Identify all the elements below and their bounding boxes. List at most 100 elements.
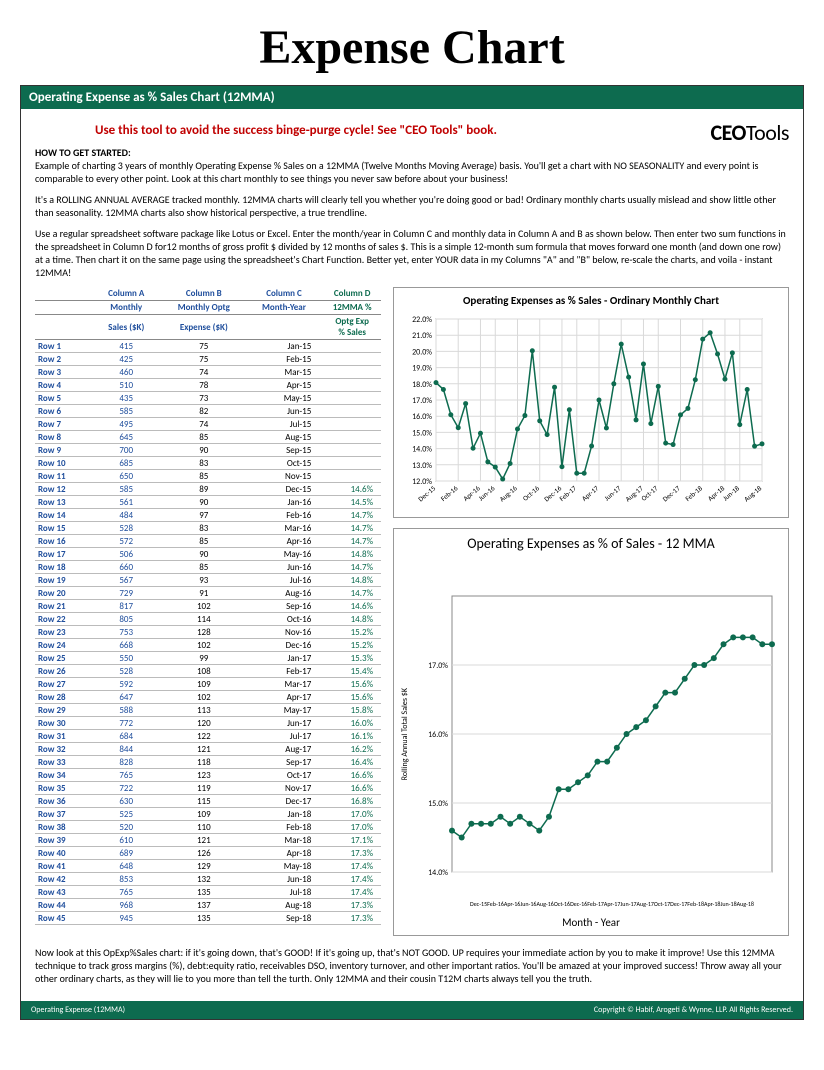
th-colA3: Sales ($K) <box>90 315 163 340</box>
svg-text:Jun-17: Jun-17 <box>602 483 623 502</box>
svg-text:18.0%: 18.0% <box>412 380 432 390</box>
table-row: Row 141575Jan-15 <box>35 340 381 353</box>
svg-text:Dec-17: Dec-17 <box>661 483 682 503</box>
th-colA1: Column A <box>90 287 163 301</box>
table-row: Row 1068583Oct-15 <box>35 457 381 470</box>
th-colD3: Optg Exp% Sales <box>323 315 381 340</box>
table-row: Row 21817102Sep-1614.6% <box>35 600 381 613</box>
ceo-tools-logo: CEOTools <box>710 119 789 146</box>
table-row: Row 2555099Jan-1715.3% <box>35 652 381 665</box>
table-row: Row 36630115Dec-1716.8% <box>35 795 381 808</box>
table-row: Row 1657285Apr-1614.7% <box>35 535 381 548</box>
table-row: Row 1258589Dec-1514.6% <box>35 483 381 496</box>
svg-text:Feb-17: Feb-17 <box>557 483 578 503</box>
svg-text:20.0%: 20.0% <box>412 347 432 357</box>
chart2-ylabel: Rolling Annual Total Sales $K <box>400 688 410 780</box>
footer-bar: Operating Expense (12MMA) Copyright © Ha… <box>21 1001 803 1019</box>
logo-bold: CEO <box>710 119 745 146</box>
table-row: Row 43765135Jul-1817.4% <box>35 886 381 899</box>
table-row: Row 23753128Nov-1615.2% <box>35 626 381 639</box>
footer-left: Operating Expense (12MMA) <box>31 1005 125 1015</box>
chart1-title: Operating Expenses as % Sales - Ordinary… <box>400 294 782 307</box>
svg-text:21.0%: 21.0% <box>412 331 432 341</box>
table-row: Row 40689126Apr-1817.3% <box>35 847 381 860</box>
charts-column: Operating Expenses as % Sales - Ordinary… <box>393 287 789 936</box>
data-table: Column A Column B Column C Column D Mont… <box>35 287 381 925</box>
table-row: Row 45945135Sep-1817.3% <box>35 912 381 925</box>
table-row: Row 1956793Jul-1614.8% <box>35 574 381 587</box>
mma-chart-box: Operating Expenses as % of Sales - 12 MM… <box>393 528 789 936</box>
content-area: Use this tool to avoid the success binge… <box>21 109 803 1001</box>
svg-text:19.0%: 19.0% <box>412 364 432 374</box>
th-colC2: Month-Year <box>245 301 324 315</box>
table-row: Row 38520110Feb-1817.0% <box>35 821 381 834</box>
intro-p1: Example of charting 3 years of monthly O… <box>35 159 789 185</box>
table-row: Row 26528108Feb-1715.4% <box>35 665 381 678</box>
svg-text:Feb-18: Feb-18 <box>683 483 704 503</box>
table-row: Row 29588113May-1715.8% <box>35 704 381 717</box>
th-colD1: Column D <box>323 287 381 301</box>
table-row: Row 24668102Dec-1615.2% <box>35 639 381 652</box>
banner-title: Operating Expense as % Sales Chart (12MM… <box>21 86 803 109</box>
svg-text:17.0%: 17.0% <box>428 661 448 671</box>
intro-p3: Use a regular spreadsheet software packa… <box>35 227 789 279</box>
table-row: Row 27592109Mar-1715.6% <box>35 678 381 691</box>
table-row: Row 22805114Oct-1614.8% <box>35 613 381 626</box>
svg-text:17.0%: 17.0% <box>412 396 432 406</box>
table-row: Row 30772120Jun-1716.0% <box>35 717 381 730</box>
chart2-title: Operating Expenses as % of Sales - 12 MM… <box>400 535 782 552</box>
svg-text:Aug-18: Aug-18 <box>742 483 764 503</box>
intro-p2: It's a ROLLING ANNUAL AVERAGE tracked mo… <box>35 193 789 219</box>
table-row: Row 41648129May-1817.4% <box>35 860 381 873</box>
th-colB2: Monthly Optg <box>163 301 245 315</box>
table-row: Row 34765123Oct-1716.6% <box>35 769 381 782</box>
table-row: Row 970090Sep-15 <box>35 444 381 457</box>
table-row: Row 33828118Sep-1716.4% <box>35 756 381 769</box>
table-row: Row 1866085Jun-1614.7% <box>35 561 381 574</box>
table-row: Row 1552883Mar-1614.7% <box>35 522 381 535</box>
bottom-text: Now look at this OpExp%Sales chart: if i… <box>35 946 789 985</box>
table-row: Row 42853132Jun-1817.4% <box>35 873 381 886</box>
page-title: Expense Chart <box>0 0 824 85</box>
chart2-xlabel: Month - Year <box>400 916 782 929</box>
tagline: Use this tool to avoid the success binge… <box>95 123 497 138</box>
table-row: Row 2072991Aug-1614.7% <box>35 587 381 600</box>
table-row: Row 451078Apr-15 <box>35 379 381 392</box>
svg-text:Dec-15Feb-16Apr-16Jun-16Aug-16: Dec-15Feb-16Apr-16Jun-16Aug-16Oct-16Dec-… <box>470 900 754 908</box>
table-row: Row 658582Jun-15 <box>35 405 381 418</box>
svg-text:15.0%: 15.0% <box>412 428 432 438</box>
svg-text:Aug-16: Aug-16 <box>497 483 519 503</box>
svg-text:16.0%: 16.0% <box>428 730 448 740</box>
chart2-svg: 14.0% 15.0% 16.0% 17.0% Dec-15Feb-16Apr-16Ju… <box>412 556 782 912</box>
chart1-svg: 12.0%13.0%14.0%15.0%16.0%17.0%18.0%19.0%… <box>400 311 770 511</box>
table-row: Row 346074Mar-15 <box>35 366 381 379</box>
svg-text:15.0%: 15.0% <box>428 799 448 809</box>
th-colC1: Column C <box>245 287 324 301</box>
table-row: Row 864585Aug-15 <box>35 431 381 444</box>
svg-text:14.0%: 14.0% <box>428 868 448 878</box>
table-row: Row 1448497Feb-1614.7% <box>35 509 381 522</box>
footer-right: Copyright © Habif, Arogeti & Wynne, LLP.… <box>594 1005 793 1015</box>
logo-thin: Tools <box>746 119 789 146</box>
svg-text:Oct-17: Oct-17 <box>639 483 660 502</box>
data-table-column: Column A Column B Column C Column D Mont… <box>35 287 381 936</box>
table-row: Row 28647102Apr-1715.6% <box>35 691 381 704</box>
main-frame: Operating Expense as % Sales Chart (12MM… <box>20 85 804 1020</box>
table-row: Row 37525109Jan-1817.0% <box>35 808 381 821</box>
svg-text:13.0%: 13.0% <box>412 461 432 471</box>
table-row: Row 543573May-15 <box>35 392 381 405</box>
ordinary-chart-box: Operating Expenses as % Sales - Ordinary… <box>393 287 789 518</box>
table-row: Row 35722119Nov-1716.6% <box>35 782 381 795</box>
table-row: Row 1165085Nov-15 <box>35 470 381 483</box>
how-to-heading: HOW TO GET STARTED: <box>35 146 789 159</box>
how-to-body: Example of charting 3 years of monthly O… <box>35 159 789 279</box>
svg-text:Jun-16: Jun-16 <box>476 483 497 502</box>
svg-text:16.0%: 16.0% <box>412 412 432 422</box>
th-colB3: Expense ($K) <box>163 315 245 340</box>
table-row: Row 32844121Aug-1716.2% <box>35 743 381 756</box>
table-row: Row 1750690May-1614.8% <box>35 548 381 561</box>
svg-text:Apr-17: Apr-17 <box>580 483 601 503</box>
th-colD2: 12MMA % <box>323 301 381 315</box>
svg-text:14.0%: 14.0% <box>412 445 432 455</box>
table-row: Row 242575Feb-15 <box>35 353 381 366</box>
